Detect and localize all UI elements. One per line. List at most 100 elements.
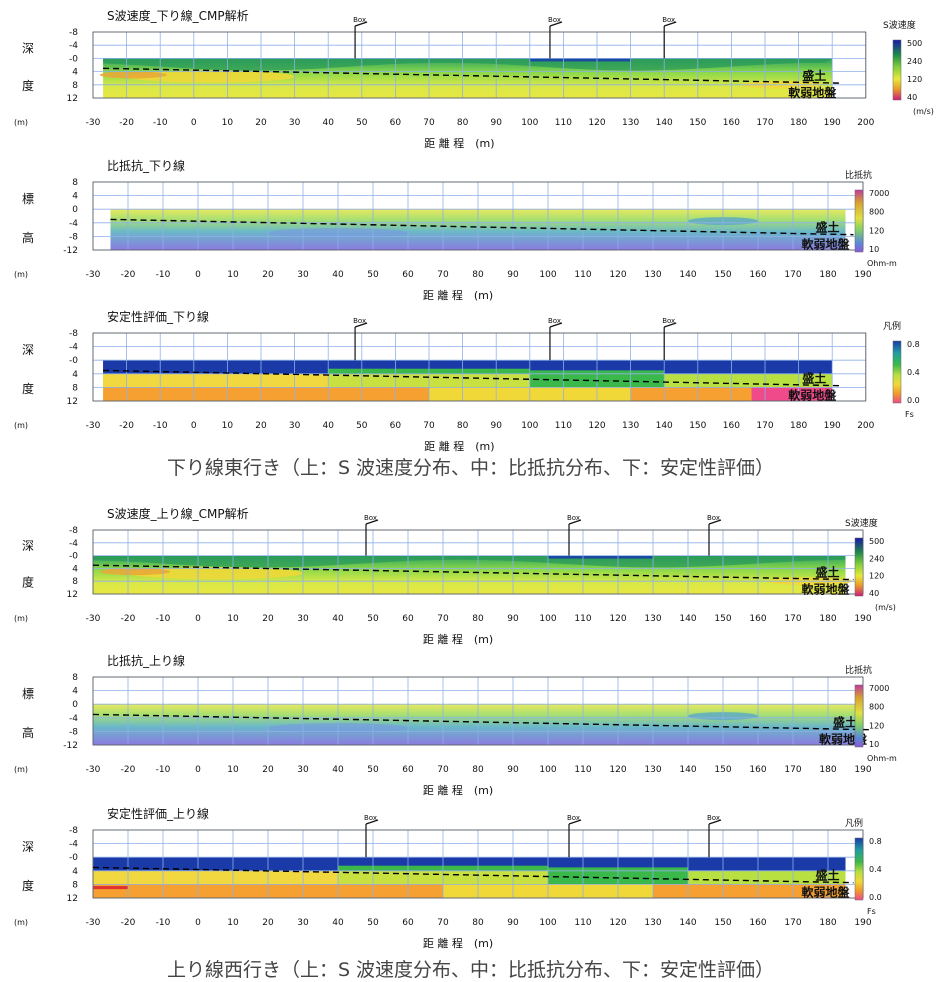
x-tick-label: 30 [297, 614, 309, 624]
x-tick-label: 200 [857, 421, 874, 431]
box-flag [549, 322, 563, 328]
x-tick-label: -10 [156, 270, 171, 280]
x-tick-label: 150 [714, 918, 731, 928]
vs-top-band [93, 555, 846, 568]
y-tick-label: -4 [69, 840, 78, 850]
x-tick-label: 90 [507, 614, 519, 624]
x-tick-label: 60 [402, 918, 414, 928]
x-tick-label: 130 [644, 765, 661, 775]
x-tick-label: -30 [86, 270, 101, 280]
x-tick-label: 140 [679, 614, 696, 624]
plot-frame [92, 332, 867, 402]
x-tick-label: 190 [824, 118, 841, 128]
box-label: Box [353, 16, 366, 24]
x-tick-label: -10 [156, 765, 171, 775]
x-tick-label: 100 [521, 118, 538, 128]
boundary-line [110, 218, 854, 236]
x-tick-label: 40 [322, 118, 334, 128]
x-tick-label: 0 [195, 918, 201, 928]
x-tick-label: 190 [854, 918, 871, 928]
ylabel-unit: (m) [14, 270, 28, 279]
legend-label: 10 [869, 740, 879, 749]
box-label: Box [353, 317, 366, 325]
y-tick-label: 8 [72, 81, 78, 91]
x-tick-label: 0 [195, 765, 201, 775]
legend-label: 0.4 [907, 368, 920, 377]
box-flag [664, 21, 677, 27]
x-tick-label: 110 [574, 918, 591, 928]
legend-colorbar [892, 340, 902, 404]
ylabel-char: 深 [22, 539, 34, 553]
ylabel-char: 深 [22, 42, 34, 56]
x-tick-label: 50 [367, 765, 379, 775]
vs-fast-patch [529, 58, 631, 62]
x-tick-label: 50 [367, 918, 379, 928]
layer-bottom-label: 軟弱地盤 [802, 582, 851, 597]
y-tick-label: 8 [72, 178, 78, 188]
x-tick-label: 80 [472, 270, 484, 280]
x-axis-label: 距 離 程 (m) [424, 136, 494, 150]
x-tick-label: -20 [121, 918, 136, 928]
layer-bottom-label: 軟弱地盤 [788, 388, 837, 403]
x-tick-label: 20 [255, 118, 267, 128]
fs-band [688, 870, 846, 885]
legend-colorbar [854, 189, 864, 253]
legend-label: 0.8 [869, 837, 882, 846]
ylabel-char: 標 [22, 687, 34, 701]
x-tick-label: 40 [332, 918, 344, 928]
layer-top-label: 盛土 [802, 68, 826, 83]
x-tick-label: 150 [714, 614, 731, 624]
boundary-line [103, 67, 841, 84]
x-tick-label: 10 [222, 421, 234, 431]
x-tick-label: 140 [679, 765, 696, 775]
x-axis-label: 距 離 程 (m) [423, 783, 493, 797]
vs-lens [100, 568, 170, 576]
box-label: Box [548, 317, 561, 325]
x-tick-label: 10 [227, 765, 239, 775]
x-tick-label: 30 [297, 918, 309, 928]
y-tick-label: 8 [72, 880, 78, 890]
y-tick-label: 8 [72, 383, 78, 393]
x-tick-label: 70 [437, 765, 449, 775]
x-tick-label: 170 [784, 270, 801, 280]
box-flag [664, 322, 677, 328]
y-tick-label: -8 [69, 232, 78, 242]
vs-fast-patch [548, 555, 653, 559]
legend-label: 0.0 [907, 396, 920, 405]
x-tick-label: 50 [367, 270, 379, 280]
x-tick-label: 0 [191, 118, 197, 128]
x-tick-label: 110 [574, 765, 591, 775]
vs-top-band [103, 58, 833, 71]
legend-title: 凡例 [845, 817, 863, 829]
chart-title: 安定性評価_下り線 [107, 309, 209, 324]
y-tick-label: 8 [72, 673, 78, 683]
x-tick-label: 180 [790, 118, 807, 128]
legend-unit: (m/s) [875, 603, 896, 612]
x-tick-label: 60 [390, 118, 402, 128]
x-tick-label: 0 [191, 421, 197, 431]
legend-label: 500 [907, 39, 922, 48]
x-tick-label: 180 [819, 270, 836, 280]
legend-label: 7000 [869, 189, 889, 198]
x-tick-label: 180 [790, 421, 807, 431]
legend-label: 120 [869, 226, 884, 235]
y-tick-label: -0 [69, 552, 78, 562]
ylabel-unit: (m) [14, 765, 28, 774]
x-tick-label: 60 [390, 421, 402, 431]
ylabel-unit: (m) [14, 918, 28, 927]
legend-label: 0.0 [869, 893, 882, 902]
x-tick-label: 160 [723, 118, 740, 128]
layer-top-label: 盛土 [816, 565, 840, 580]
boundary-line [92, 564, 854, 581]
chart-title: S波速度_上り線_CMP解析 [107, 506, 249, 521]
x-tick-label: 30 [289, 421, 301, 431]
fs-band [93, 870, 338, 885]
legend-label: 120 [907, 75, 922, 84]
x-tick-label: 70 [423, 118, 435, 128]
y-tick-label: -12 [63, 246, 78, 256]
x-tick-label: 150 [689, 118, 706, 128]
legend-label: 800 [869, 703, 884, 712]
ylabel-char: 度 [22, 381, 34, 396]
chart-title: S波速度_下り線_CMP解析 [107, 8, 249, 23]
